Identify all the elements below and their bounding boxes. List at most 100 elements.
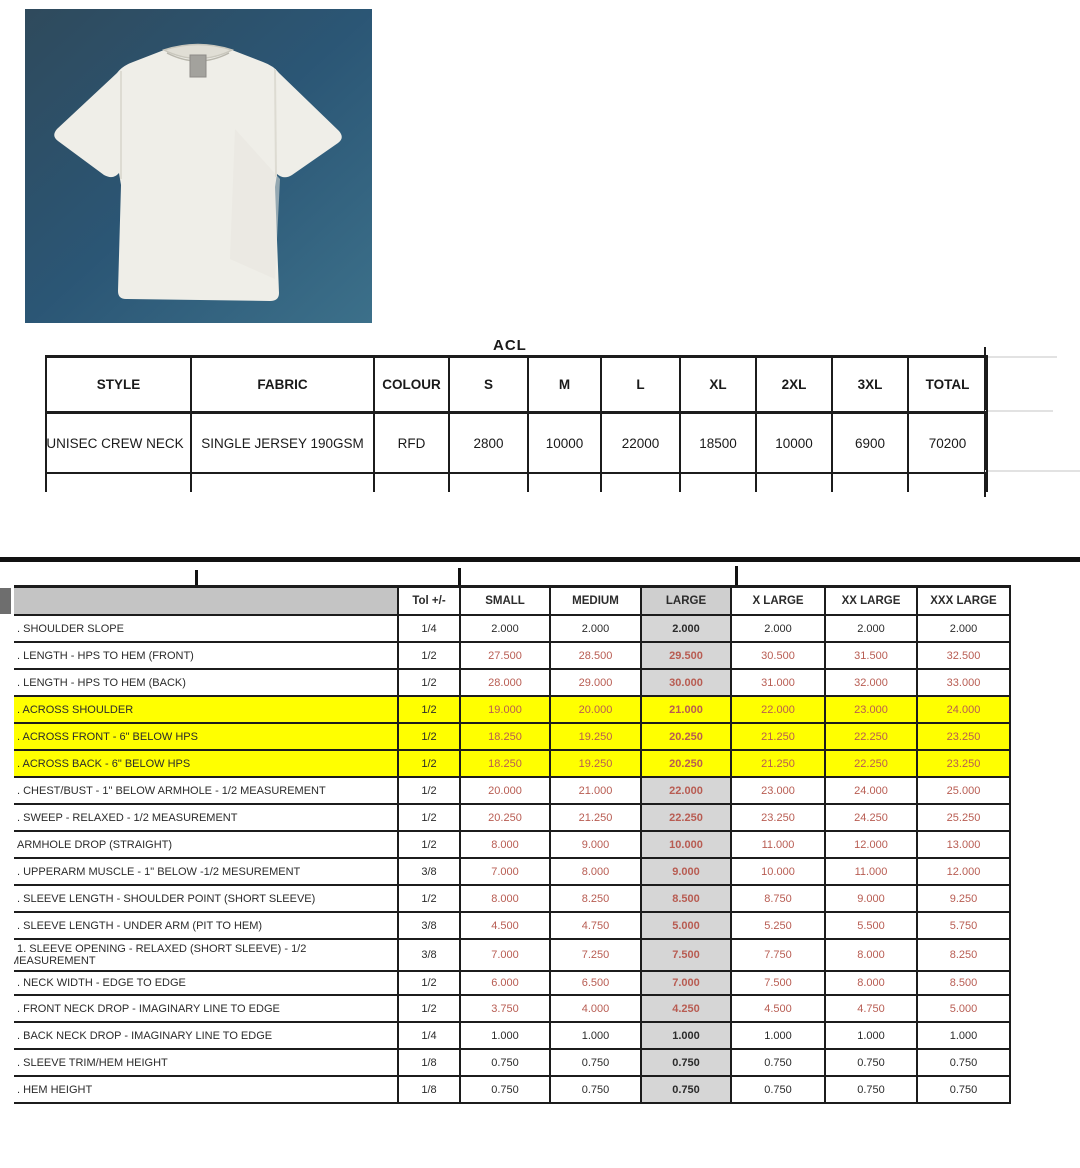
order-cell: 6900	[831, 411, 909, 474]
order-stub-cell	[679, 472, 757, 492]
spec-value-cell: 4.500	[730, 994, 826, 1023]
order-column-header: L	[600, 355, 681, 414]
spec-value-cell: 2.000	[549, 614, 642, 643]
spec-value-cell: 9.000	[549, 830, 642, 859]
spec-value-cell: 0.750	[730, 1075, 826, 1104]
section-divider-line	[0, 557, 1080, 562]
spec-value-cell: 21.250	[549, 803, 642, 832]
spec-value-cell: 28.500	[549, 641, 642, 670]
spec-value-cell: 21.250	[730, 749, 826, 778]
spec-value-cell: 12.000	[824, 830, 918, 859]
spec-value-cell: 0.750	[730, 1048, 826, 1077]
order-column-header: 3XL	[831, 355, 909, 414]
spec-tolerance-value: 1/2	[397, 970, 461, 996]
spec-tolerance-value: 1/2	[397, 695, 461, 724]
spec-tolerance-value: 1/2	[397, 722, 461, 751]
spec-row: 1. SLEEVE OPENING - RELAXED (SHORT SLEEV…	[14, 938, 1011, 972]
spec-value-cell: 4.750	[824, 994, 918, 1023]
spec-value-cell: 7.000	[459, 938, 551, 972]
spec-value-cell: 0.750	[640, 1075, 732, 1104]
spec-value-cell: 24.250	[824, 803, 918, 832]
spec-value-cell: 8.500	[916, 970, 1011, 996]
spec-row-label: . ACROSS FRONT - 6" BELOW HPS	[14, 722, 399, 751]
spec-row-label: 1. SLEEVE OPENING - RELAXED (SHORT SLEEV…	[14, 938, 399, 972]
spec-row-label: . ACROSS SHOULDER	[14, 695, 399, 724]
spec-row: . ACROSS BACK - 6" BELOW HPS 1/2 18.250 19.…	[14, 749, 1011, 778]
spec-row-label: . HEM HEIGHT	[14, 1075, 399, 1104]
spec-tolerance-value: 1/2	[397, 776, 461, 805]
order-column-header: XL	[679, 355, 757, 414]
spec-value-cell: 32.500	[916, 641, 1011, 670]
spec-table-body: . SHOULDER SLOPE 1/4 2.000 2.000 2.000 2.000 2…	[14, 614, 1011, 1104]
spec-value-cell: 1.000	[640, 1021, 732, 1050]
spec-row-label: ARMHOLE DROP (STRAIGHT)	[14, 830, 399, 859]
spec-tolerance-value: 1/4	[397, 1021, 461, 1050]
spec-tolerance-value: 3/8	[397, 938, 461, 972]
order-cell: 70200	[907, 411, 988, 474]
spec-value-cell: 5.750	[916, 911, 1011, 940]
spec-value-cell: 21.250	[730, 722, 826, 751]
spec-row-label: . LENGTH - HPS TO HEM (FRONT)	[14, 641, 399, 670]
spec-value-cell: 6.500	[549, 970, 642, 996]
spec-value-cell: 31.000	[730, 668, 826, 697]
spec-value-cell: 29.000	[549, 668, 642, 697]
spec-tolerance-value: 1/2	[397, 641, 461, 670]
spec-size-header: XXX LARGE	[916, 585, 1011, 616]
faint-line	[985, 410, 1053, 412]
order-stub-cell	[907, 472, 988, 492]
spec-value-cell: 5.000	[640, 911, 732, 940]
spec-row: . LENGTH - HPS TO HEM (BACK) 1/2 28.000 29.…	[14, 668, 1011, 697]
spec-row: . HEM HEIGHT 1/8 0.750 0.750 0.750 0.750 0.750…	[14, 1075, 1011, 1104]
spec-value-cell: 4.250	[640, 994, 732, 1023]
spec-row: . FRONT NECK DROP - IMAGINARY LINE TO ED…	[14, 994, 1011, 1023]
spec-value-cell: 0.750	[640, 1048, 732, 1077]
spec-value-cell: 20.250	[640, 749, 732, 778]
spec-value-cell: 33.000	[916, 668, 1011, 697]
order-stub-cell	[45, 472, 192, 492]
spec-row: . CHEST/BUST - 1" BELOW ARMHOLE - 1/2 ME…	[14, 776, 1011, 805]
order-cell: 2800	[448, 411, 529, 474]
spec-value-cell: 30.500	[730, 641, 826, 670]
spec-value-cell: 8.000	[459, 830, 551, 859]
order-table: STYLE FABRIC COLOUR S M L XL 2XL 3XL TOTAL UNISEC…	[45, 355, 988, 492]
spec-value-cell: 23.000	[824, 695, 918, 724]
order-stub-cell	[527, 472, 602, 492]
order-cell: 22000	[600, 411, 681, 474]
spec-value-cell: 19.000	[459, 695, 551, 724]
spec-tolerance-value: 1/8	[397, 1075, 461, 1104]
order-stub-cell	[448, 472, 529, 492]
spec-value-cell: 29.500	[640, 641, 732, 670]
spec-row-label: . UPPERARM MUSCLE - 1" BELOW -1/2 MESURE…	[14, 857, 399, 886]
spec-row-label-line2: MEASUREMENT	[14, 955, 96, 967]
spec-row-label: . FRONT NECK DROP - IMAGINARY LINE TO ED…	[14, 994, 399, 1023]
spec-value-cell: 5.500	[824, 911, 918, 940]
spec-value-cell: 0.750	[459, 1048, 551, 1077]
spec-value-cell: 1.000	[916, 1021, 1011, 1050]
spec-value-cell: 12.000	[916, 857, 1011, 886]
spec-value-cell: 22.250	[640, 803, 732, 832]
spec-value-cell: 13.000	[916, 830, 1011, 859]
order-cell: UNISEC CREW NECK	[45, 411, 192, 474]
spec-value-cell: 3.750	[459, 994, 551, 1023]
spec-row: . SHOULDER SLOPE 1/4 2.000 2.000 2.000 2.000 2…	[14, 614, 1011, 643]
spec-value-cell: 0.750	[459, 1075, 551, 1104]
spec-row: . NECK WIDTH - EDGE TO EDGE 1/2 6.000 6.500…	[14, 970, 1011, 996]
spec-value-cell: 19.250	[549, 749, 642, 778]
order-stub-cell	[755, 472, 833, 492]
order-cell: SINGLE JERSEY 190GSM	[190, 411, 375, 474]
spec-value-cell: 1.000	[549, 1021, 642, 1050]
order-column-header: FABRIC	[190, 355, 375, 414]
order-stub-cell	[190, 472, 375, 492]
spec-value-cell: 11.000	[824, 857, 918, 886]
spec-value-cell: 1.000	[824, 1021, 918, 1050]
spec-value-cell: 20.250	[640, 722, 732, 751]
order-column-header: TOTAL	[907, 355, 988, 414]
spec-tolerance-value: 1/2	[397, 668, 461, 697]
spec-value-cell: 0.750	[549, 1048, 642, 1077]
tshirt-photo-image	[25, 9, 372, 323]
spec-value-cell: 0.750	[824, 1048, 918, 1077]
spec-size-header: X LARGE	[730, 585, 826, 616]
spec-value-cell: 8.500	[640, 884, 732, 913]
spec-tolerance-value: 1/2	[397, 884, 461, 913]
spec-row-label: . SHOULDER SLOPE	[14, 614, 399, 643]
